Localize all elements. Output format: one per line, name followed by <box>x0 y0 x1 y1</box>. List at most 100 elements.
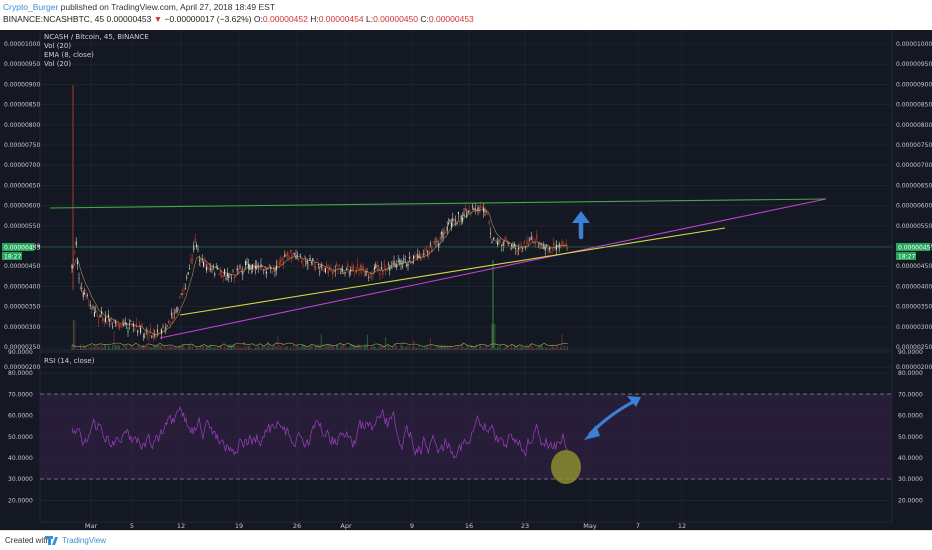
highlight-circle[interactable] <box>551 450 581 484</box>
candle-body <box>331 271 333 274</box>
candle-body <box>168 320 170 324</box>
candle-body <box>305 260 307 262</box>
candle-body <box>379 272 381 276</box>
volume-bar <box>337 345 339 350</box>
volume-bar <box>207 346 209 350</box>
volume-bar <box>200 345 202 350</box>
volume-bar <box>345 347 347 350</box>
volume-bar <box>488 348 490 350</box>
volume-bar <box>414 346 416 350</box>
price-tick-label: 0.00000450 <box>896 263 932 270</box>
candle-body <box>91 307 93 310</box>
volume-bar <box>295 346 297 350</box>
candle-body <box>313 266 315 267</box>
volume-bar <box>82 344 84 350</box>
volume-bar <box>394 344 396 350</box>
volume-bar <box>400 344 402 350</box>
candle-body <box>298 258 300 261</box>
volume-bar <box>280 346 282 350</box>
volume-bar <box>257 345 259 350</box>
symbol-label: BINANCE:NCASHBTC, 45 <box>3 14 105 24</box>
volume-bar <box>147 345 149 350</box>
candle-body <box>420 255 422 260</box>
rsi-tick-label: 60.0000 <box>8 413 33 420</box>
volume-bar <box>217 345 219 350</box>
candle-body <box>522 247 524 249</box>
volume-bar <box>172 346 174 350</box>
candle-body <box>494 239 496 242</box>
candle-body <box>361 266 363 270</box>
chart-svg[interactable]: 0.00001000 0.00000950 0.00000900 0.00000850… <box>0 30 932 530</box>
chart-area[interactable]: 0.00001000 0.00000950 0.00000900 0.00000850… <box>0 30 932 530</box>
volume-bar <box>520 345 522 350</box>
volume-bar <box>183 345 185 350</box>
volume-bar <box>312 345 314 350</box>
volume-bar <box>243 341 245 350</box>
candle-body <box>390 265 392 267</box>
volume-bar <box>396 345 398 350</box>
volume-bar <box>98 346 100 350</box>
volume-bar <box>368 348 370 350</box>
volume-bar <box>539 345 541 350</box>
curved-arrow-icon[interactable] <box>584 396 641 440</box>
volume-bar <box>457 344 459 350</box>
rsi-tick-label: 50.0000 <box>8 434 33 441</box>
candle-body <box>429 242 431 244</box>
tradingview-brand-link[interactable]: TradingView <box>62 536 107 545</box>
candle-body <box>140 327 142 333</box>
volume-bar <box>287 346 289 350</box>
volume-bar <box>316 345 318 350</box>
volume-bar <box>242 347 244 350</box>
volume-bar <box>211 347 213 350</box>
volume-bar <box>326 344 328 350</box>
candle-body <box>530 237 532 240</box>
volume-bar <box>194 348 196 350</box>
volume-bar <box>239 346 241 350</box>
candle-body <box>78 277 80 279</box>
candle-body <box>294 253 296 255</box>
date-tick-label: 12 <box>177 522 185 530</box>
candle-body <box>96 314 98 317</box>
candle-body <box>287 252 289 256</box>
candle-body <box>254 265 256 269</box>
support-trendline-magenta[interactable] <box>159 198 827 339</box>
candle-body <box>236 268 238 271</box>
candle-body <box>259 267 261 269</box>
volume-bar <box>478 343 480 350</box>
candle-body <box>529 239 531 241</box>
resistance-trendline[interactable] <box>49 198 827 209</box>
candle-body <box>242 271 244 275</box>
volume-bar <box>119 345 121 350</box>
volume-bar <box>319 346 321 350</box>
support-trendline-yellow[interactable] <box>179 227 726 316</box>
candle-body <box>310 261 312 263</box>
price-tick-label: 0.00000850 <box>4 102 40 109</box>
volume-bar <box>187 344 189 350</box>
volume-bar <box>166 345 168 350</box>
candle-body <box>459 221 461 223</box>
candle-body <box>306 260 308 265</box>
volume-bar <box>495 348 497 350</box>
candle-body <box>431 247 433 253</box>
volume-bar <box>149 347 151 350</box>
author-link[interactable]: Crypto_Burger <box>3 2 59 12</box>
volume-bar <box>390 348 392 350</box>
candle-body <box>151 336 153 338</box>
price-tick-label: 0.00000400 <box>896 283 932 290</box>
volume-bar <box>518 348 520 350</box>
volume-bar <box>554 347 556 350</box>
volume-bar <box>308 347 310 350</box>
time-grid <box>90 30 683 522</box>
candle-body <box>466 213 468 218</box>
price-tick-label: 0.00000850 <box>896 102 932 109</box>
volume-bar <box>411 346 413 350</box>
footer: Created with TradingView <box>0 530 932 550</box>
volume-bar <box>329 345 331 350</box>
volume-bar <box>288 348 290 350</box>
price-pane[interactable] <box>39 30 893 351</box>
candle-body <box>301 260 303 263</box>
volume-bar <box>303 345 305 350</box>
candle-body <box>201 258 203 261</box>
arrow-up-icon[interactable] <box>572 211 590 240</box>
volume-bar <box>177 345 179 350</box>
